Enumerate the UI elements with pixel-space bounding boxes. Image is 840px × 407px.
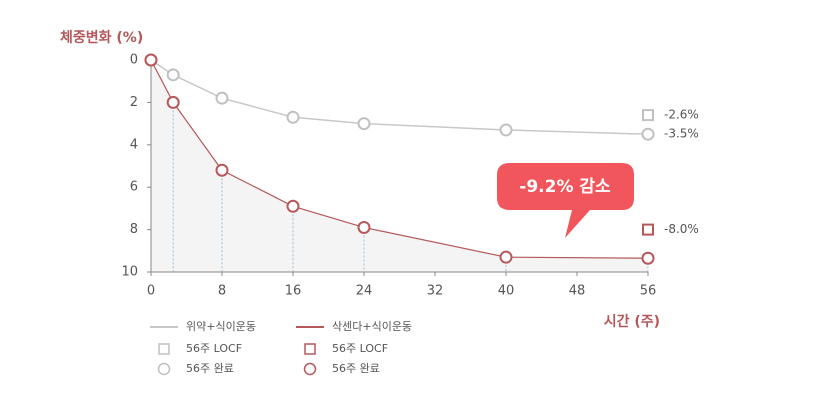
x-tick-label: 16 [285,284,302,299]
legend-circle [157,362,171,376]
legend-square [158,343,170,355]
x-tick-label: 40 [498,284,515,299]
point [166,95,180,109]
legend-circle [303,362,317,376]
value-label: -3.5% [664,127,699,141]
locf-label: -8.0% [664,222,699,236]
x-tick-label: 48 [569,284,586,299]
y-tick-label: 8 [130,222,138,237]
x-axis-label: 시간 (주) [604,313,660,330]
y-tick-label: 0 [130,53,138,68]
point [499,123,513,137]
y-tick-label: 2 [130,95,138,110]
point [286,199,300,213]
x-tick-label: 0 [147,284,155,299]
x-tick-label: 8 [218,284,226,299]
point [641,127,655,141]
point [357,220,371,234]
point [215,163,229,177]
x-tick-label: 56 [640,284,657,299]
point [215,91,229,105]
legend-square [304,343,316,355]
legend-label: 위약+식이운동 [186,319,256,333]
locf-marker [642,223,654,236]
y-tick-label: 4 [130,137,138,152]
legend-label: 56주 LOCF [186,342,242,355]
legend-label: 56주 완료 [186,362,234,375]
point [357,117,371,131]
point [286,110,300,124]
point [166,68,180,82]
locf-label: -2.6% [664,108,699,122]
legend-label: 56주 LOCF [332,342,388,355]
legend-label: 56주 완료 [332,362,380,375]
callout [497,163,634,238]
area-shade [151,60,648,272]
x-tick-label: 32 [427,284,444,299]
point [499,250,513,264]
y-axis-label: 체중변화 (%) [60,30,143,46]
y-tick-label: 10 [121,265,138,280]
y-tick-label: 6 [130,180,138,195]
point [641,251,655,265]
legend-label: 삭센다+식이운동 [332,320,412,333]
x-tick-label: 24 [356,284,373,299]
locf-marker [642,109,654,122]
annotation: -9.2% 감소 [519,177,611,197]
point [144,53,158,67]
